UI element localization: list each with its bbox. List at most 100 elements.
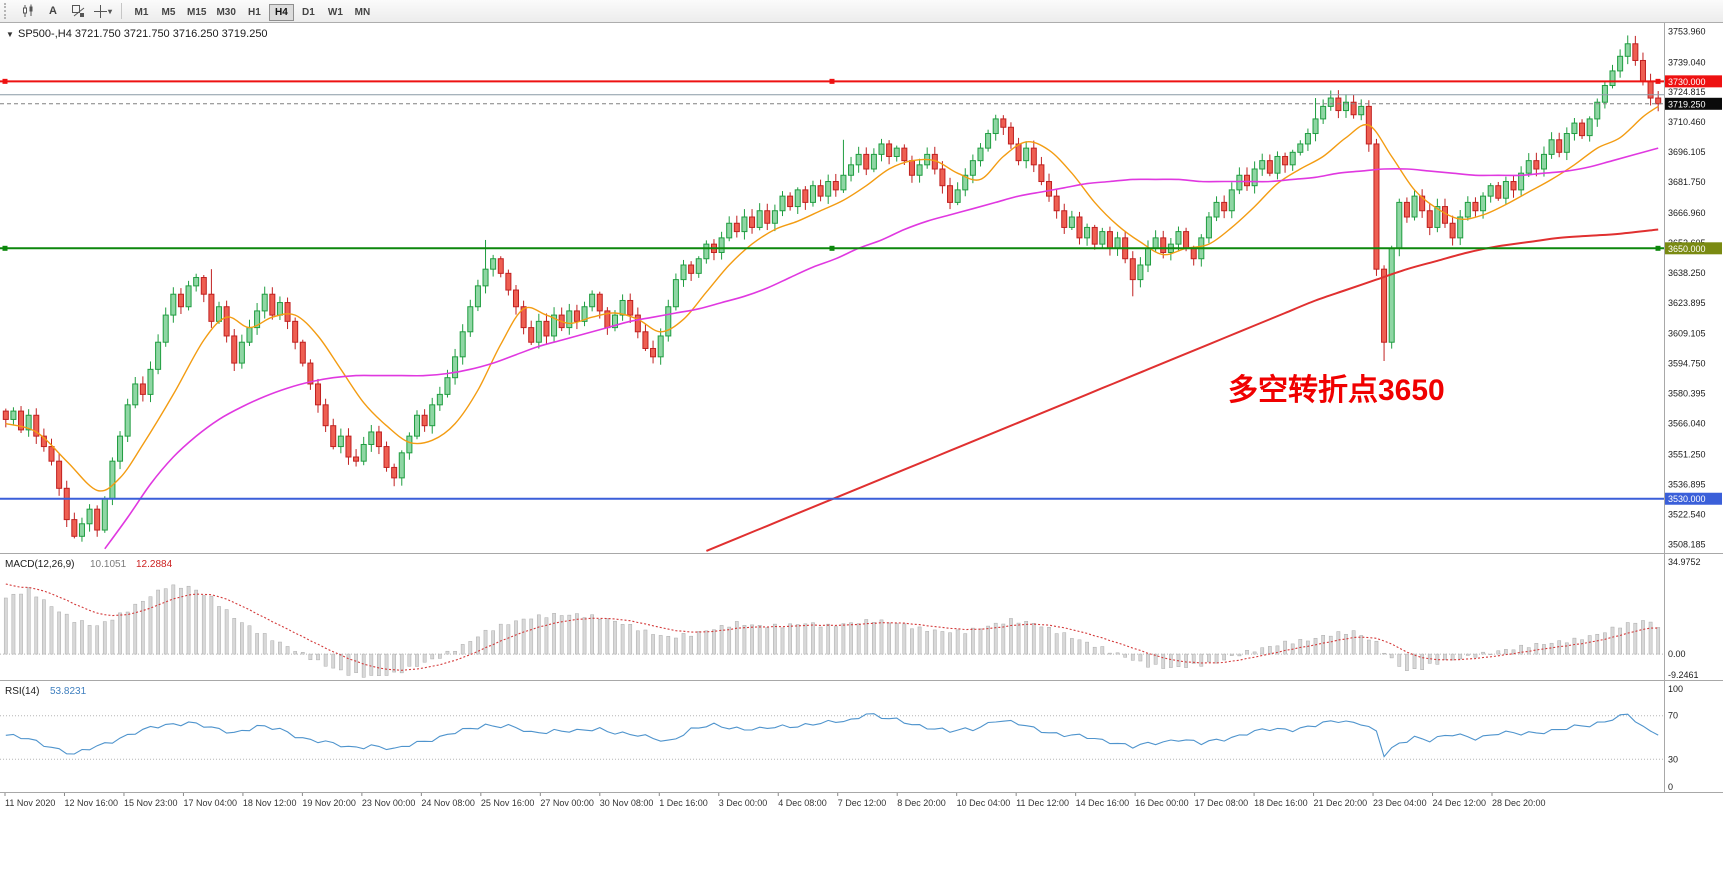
macd-signal-line (5, 583, 1659, 671)
time-axis-label: 14 Dec 16:00 (1076, 798, 1130, 808)
line-handle[interactable] (829, 78, 835, 84)
time-axis-label: 30 Nov 08:00 (600, 798, 654, 808)
price-axis-tick: 3753.960 (1668, 26, 1706, 36)
macd-indicator-label: MACD(12,26,9) (5, 559, 74, 570)
ma-fast-line (5, 105, 1659, 492)
text-tool-button[interactable]: A (41, 2, 65, 20)
timeframe-button-h4[interactable]: H4 (268, 3, 294, 21)
crosshair-icon (93, 4, 107, 18)
timeframe-button-w1[interactable]: W1 (323, 4, 348, 21)
time-axis-label: 10 Dec 04:00 (957, 798, 1011, 808)
timeframe-button-mn[interactable]: MN (350, 4, 375, 21)
macd-axis-max: 34.9752 (1668, 557, 1701, 567)
price-badge-label: 3650.000 (1668, 244, 1706, 254)
time-axis-label: 23 Nov 00:00 (362, 798, 416, 808)
macd-signal-value: 12.2884 (136, 559, 173, 570)
time-axis-label: 24 Nov 08:00 (421, 798, 475, 808)
ma-slow-line (706, 228, 1659, 552)
price-axis-tick: 3609.105 (1668, 329, 1706, 339)
price-axis-tick: 3522.540 (1668, 509, 1706, 519)
price-badge (1665, 97, 1722, 110)
price-badge-label: 3719.250 (1668, 99, 1706, 109)
timeframe-button-m5[interactable]: M5 (156, 4, 181, 21)
timeframe-button-m30[interactable]: M30 (212, 4, 239, 21)
price-badge (1665, 75, 1722, 88)
time-axis-label: 8 Dec 20:00 (897, 798, 946, 808)
line-handle[interactable] (1655, 245, 1661, 251)
annotation-text[interactable]: 多空转折点3650 (1228, 374, 1445, 407)
time-axis-label: 24 Dec 12:00 (1433, 798, 1487, 808)
time-axis-label: 18 Dec 16:00 (1254, 798, 1308, 808)
timeframe-button-m15[interactable]: M15 (183, 4, 210, 21)
timeframe-group: M1 M5 M15 M30 H1 H4 D1 W1 MN (128, 2, 376, 21)
text-tool-icon: A (49, 5, 57, 17)
time-axis-label: 23 Dec 04:00 (1373, 798, 1427, 808)
price-axis-tick: 3508.185 (1668, 539, 1706, 549)
price-axis-tick: 3623.895 (1668, 298, 1706, 308)
price-axis-tick: 3681.750 (1668, 177, 1706, 187)
price-axis-tick: 3551.250 (1668, 449, 1706, 459)
price-axis-tick: 3638.250 (1668, 268, 1706, 278)
timeframe-button-d1[interactable]: D1 (296, 4, 321, 21)
time-axis-label: 19 Nov 20:00 (302, 798, 356, 808)
time-axis-label: 12 Nov 16:00 (64, 798, 118, 808)
time-axis-label: 17 Dec 08:00 (1195, 798, 1249, 808)
price-badge (1665, 242, 1722, 255)
macd-axis-zero: 0.00 (1668, 649, 1686, 659)
candle-chart-icon (21, 4, 35, 18)
price-axis-tick: 3666.960 (1668, 208, 1706, 218)
time-axis-label: 16 Dec 00:00 (1135, 798, 1189, 808)
price-axis-tick: 3580.395 (1668, 389, 1706, 399)
price-axis-tick: 3724.815 (1668, 87, 1706, 97)
rsi-axis-tick: 0 (1668, 782, 1673, 792)
macd-axis-min: -9.2461 (1668, 670, 1699, 680)
time-axis-label: 7 Dec 12:00 (838, 798, 887, 808)
line-handle[interactable] (1655, 78, 1661, 84)
time-axis-label: 28 Dec 20:00 (1492, 798, 1546, 808)
toolbar-grip[interactable] (4, 3, 11, 19)
ma-mid-line (104, 147, 1659, 550)
price-axis-tick: 3696.105 (1668, 147, 1706, 157)
time-axis-label: 27 Nov 00:00 (540, 798, 594, 808)
time-axis-label: 11 Nov 2020 (5, 798, 55, 808)
line-handle[interactable] (829, 245, 835, 251)
draw-tools-dropdown-button[interactable]: ▾ (91, 2, 115, 20)
time-axis-label: 15 Nov 23:00 (124, 798, 178, 808)
rsi-value: 53.8231 (50, 686, 87, 697)
price-axis-tick: 3536.895 (1668, 479, 1706, 489)
chart-collapse-icon[interactable]: ▼ (6, 30, 14, 39)
shapes-tool-icon (71, 4, 85, 18)
candles-layer (2, 35, 1662, 542)
rsi-axis-tick: 100 (1668, 684, 1683, 694)
time-axis-label: 11 Dec 12:00 (1016, 798, 1069, 808)
rsi-axis-tick: 70 (1668, 711, 1678, 721)
time-axis-label: 18 Nov 12:00 (243, 798, 297, 808)
timeframe-button-h1[interactable]: H1 (242, 4, 267, 21)
time-axis-label: 4 Dec 08:00 (778, 798, 827, 808)
macd-histogram (3, 584, 1661, 678)
time-axis-label: 17 Nov 04:00 (183, 798, 237, 808)
time-axis-label: 1 Dec 16:00 (659, 798, 708, 808)
line-handle[interactable] (2, 245, 8, 251)
line-handle[interactable] (2, 78, 8, 84)
price-axis-tick: 3739.040 (1668, 57, 1706, 67)
time-axis-label: 25 Nov 16:00 (481, 798, 535, 808)
time-axis-label: 3 Dec 00:00 (719, 798, 768, 808)
toolbar-separator (121, 3, 122, 19)
chevron-down-icon: ▾ (107, 6, 112, 16)
price-badge-label: 3730.000 (1668, 77, 1706, 87)
rsi-axis-tick: 30 (1668, 754, 1678, 764)
shapes-tool-button[interactable] (66, 2, 90, 20)
chart-render-layer[interactable]: 3753.960 3739.040 3724.815 3710.460 3696.105… (0, 26, 1722, 808)
price-badge (1665, 492, 1722, 505)
rsi-indicator-label: RSI(14) (5, 686, 39, 697)
macd-main-value: 10.1051 (90, 559, 127, 570)
symbol-ohlc-label: SP500-,H4 3721.750 3721.750 3716.250 371… (18, 28, 268, 40)
price-axis-tick: 3594.750 (1668, 359, 1706, 369)
timeframe-button-m1[interactable]: M1 (129, 4, 154, 21)
rsi-line (5, 713, 1659, 758)
candle-chart-tool-button[interactable] (16, 2, 40, 20)
price-axis-tick: 3710.460 (1668, 117, 1706, 127)
